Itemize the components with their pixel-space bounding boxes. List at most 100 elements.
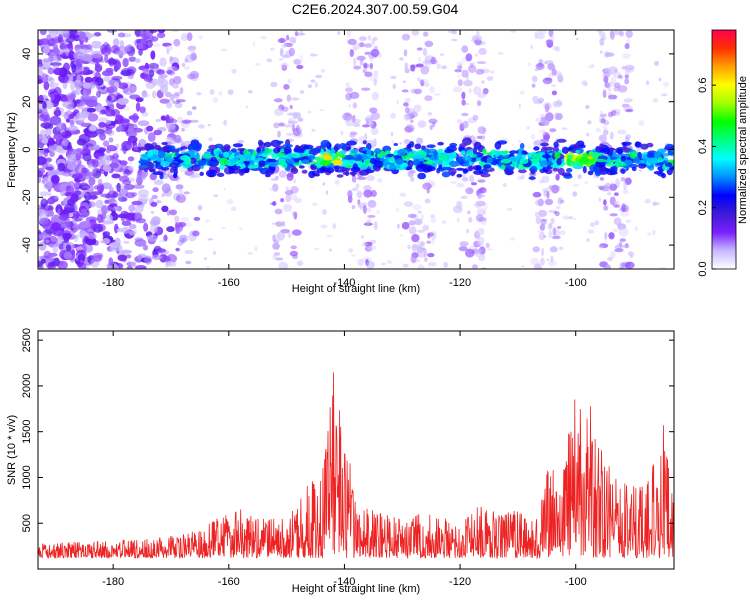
heatmap-cell	[542, 77, 553, 85]
heatmap-cell	[546, 258, 549, 261]
heatmap-cell	[117, 97, 129, 105]
heatmap-cell	[461, 99, 466, 106]
heatmap-cell	[652, 98, 659, 103]
heatmap-cell	[638, 163, 647, 169]
heatmap-cell	[621, 103, 630, 108]
heatmap-cell	[468, 165, 474, 172]
heatmap-cell	[244, 168, 250, 173]
heatmap-cell	[364, 241, 373, 247]
heatmap-cell	[191, 164, 201, 172]
heatmap-cell	[334, 179, 340, 185]
heatmap-cell	[96, 90, 101, 98]
heatmap-cell	[307, 110, 312, 114]
heatmap-cell	[533, 146, 540, 151]
heatmap-cell	[510, 30, 517, 33]
heatmap-cell	[149, 224, 158, 234]
heatmap-cell	[129, 94, 141, 100]
x-tick-label: -100	[565, 576, 587, 588]
heatmap-cell	[85, 171, 94, 177]
heatmap-cell	[598, 245, 604, 249]
heatmap-cell	[285, 194, 291, 203]
heatmap-cell	[472, 114, 479, 121]
heatmap-cell	[289, 36, 297, 43]
heatmap-cell	[363, 222, 373, 226]
heatmap-cell	[212, 97, 218, 103]
heatmap-cell	[85, 219, 89, 225]
heatmap-cell	[196, 91, 202, 96]
heatmap-cell	[208, 137, 213, 142]
heatmap-cell	[659, 266, 667, 269]
heatmap-cell	[601, 35, 607, 41]
heatmap-cell	[364, 185, 370, 191]
heatmap-cell	[145, 81, 156, 89]
heatmap-cell	[57, 260, 68, 269]
heatmap-cell	[467, 210, 471, 215]
heatmap-cell	[555, 113, 563, 120]
spectrogram-panel: -180 -160 -140 -120 -100 -40 -20 0 20 40 Height o…	[6, 29, 675, 295]
heatmap-cell	[77, 263, 87, 269]
heatmap-cell	[172, 30, 179, 33]
heatmap-cell	[475, 214, 484, 223]
heatmap-cell	[403, 113, 409, 121]
heatmap-cell	[625, 219, 632, 224]
heatmap-cell	[123, 240, 130, 244]
heatmap-cell	[96, 130, 100, 134]
heatmap-cell	[313, 156, 321, 161]
heatmap-cell	[206, 265, 210, 269]
heatmap-cell	[441, 65, 447, 70]
heatmap-cell	[349, 131, 358, 136]
heatmap-cell	[50, 62, 62, 67]
heatmap-cell	[344, 164, 353, 169]
heatmap-cell	[272, 183, 279, 192]
heatmap-cell	[296, 64, 304, 70]
heatmap-cell	[77, 53, 85, 57]
heatmap-cell	[456, 217, 460, 223]
heatmap-cell	[314, 247, 320, 250]
heatmap-cell	[617, 85, 628, 93]
heatmap-cell	[166, 49, 170, 55]
heatmap-cell	[274, 252, 281, 256]
heatmap-cell	[256, 147, 261, 153]
heatmap-cell	[68, 93, 76, 101]
heatmap-cell	[106, 30, 118, 33]
heatmap-cell	[87, 233, 97, 240]
heatmap-cell	[404, 97, 411, 103]
spectrogram-heatmap	[38, 30, 674, 269]
heatmap-cell	[323, 155, 333, 161]
heatmap-cell	[55, 205, 63, 214]
heatmap-cell	[456, 65, 463, 69]
heatmap-cell	[55, 106, 60, 116]
heatmap-cell	[128, 230, 136, 236]
heatmap-cell	[185, 221, 192, 228]
heatmap-cell	[102, 163, 112, 173]
heatmap-cell	[426, 240, 432, 244]
heatmap-cell	[613, 71, 622, 79]
heatmap-cell	[39, 38, 50, 45]
heatmap-cell	[461, 112, 469, 117]
heatmap-cell	[386, 260, 393, 264]
heatmap-cell	[181, 62, 186, 67]
heatmap-cell	[471, 264, 478, 269]
heatmap-cell	[87, 186, 94, 190]
heatmap-cell	[165, 136, 173, 142]
heatmap-cell	[289, 250, 299, 257]
heatmap-cell	[74, 88, 81, 96]
heatmap-cell	[457, 75, 461, 78]
heatmap-cell	[174, 152, 180, 157]
heatmap-cell	[127, 260, 131, 266]
heatmap-cell	[102, 232, 108, 239]
heatmap-cell	[62, 137, 69, 147]
heatmap-cell	[164, 156, 174, 162]
heatmap-cell	[468, 174, 475, 183]
heatmap-cell	[311, 128, 316, 132]
heatmap-cell	[558, 246, 564, 251]
heatmap-cell	[165, 260, 175, 267]
heatmap-cell	[620, 177, 626, 182]
heatmap-cell	[206, 148, 215, 153]
heatmap-cell	[320, 68, 326, 73]
heatmap-cell	[460, 195, 468, 199]
heatmap-cell	[598, 197, 602, 202]
heatmap-cell	[561, 146, 569, 154]
heatmap-cell	[83, 193, 88, 196]
heatmap-cell	[38, 260, 43, 268]
